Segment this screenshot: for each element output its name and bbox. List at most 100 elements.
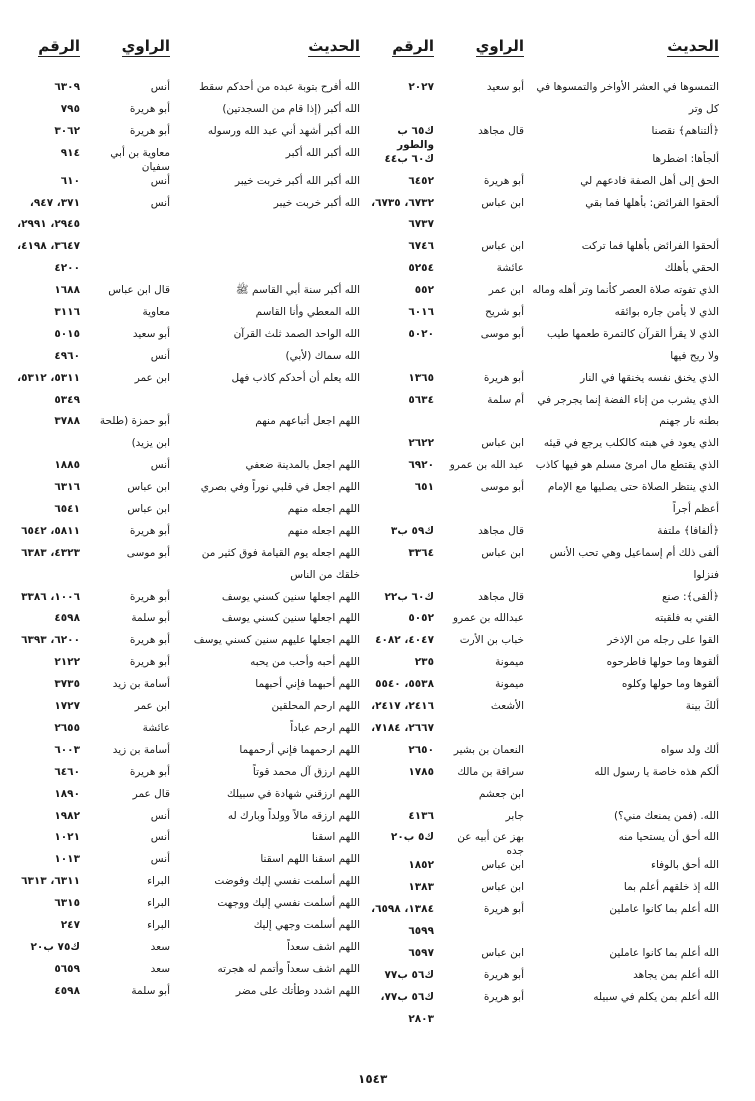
hadith-text: الذي يشرب من إناء الفضة إنما يجرجر في [537,393,719,406]
hadith-number: ٢٦٥٠ [408,743,434,756]
narrator: أنس [150,349,170,362]
table-row: القوا على رجله من الإذخر خباب بن الأرت ٤٠٤… [364,633,719,655]
hadith-number: ١٧٨٥ [408,765,434,778]
narrator: معاوية [142,306,170,319]
hadith-text: ألقوها وما حولها فاطرحوه [606,656,719,669]
table-row: الذي ينتظر الصلاة حتى يصليها مع الإمام أب… [364,480,719,502]
narrator: ابن عمر [134,700,170,713]
hadith-number: ك٥ ب٢٠ [390,831,434,844]
hadith-text: القني به فلقيته [654,612,719,625]
hadith-number: ٤٩٦٠ [54,349,80,362]
hadith-number: ٢٣٥ [414,656,434,669]
hadith-number: ك٦٥ ب والطور [397,124,434,151]
table-row: اللهم اسقنا أنس ١٠٢١ [10,830,360,852]
narrator: أبو هريرة [483,968,524,981]
narrator: ابن عباس [481,240,524,253]
table-row: اللهم أحبه وأحب من يحبه أبو هريرة ٢١٢٢ [10,655,360,677]
table-row: ابن جعشم [364,787,719,809]
hadith-text: الذي لا يأمن جاره بوائقه [614,306,719,319]
table-row: ﴿ألفافا﴾ ملتفة قال مجاهد ك٥٩ ب٣ [364,524,719,546]
header-hadith-right: الحديث [667,37,719,57]
narrator: أنس [150,174,170,187]
hadith-text: الله إذ خلقهم أعلم بما [623,881,719,894]
hadith-number: ٦٥٩٧ [408,946,434,959]
narrator: عائشة [496,262,524,275]
hadith-text: اللهم اجعله منهم [287,503,360,516]
hadith-text: الله أكبر (إذا قام من السجدتين) [222,102,360,115]
hadith-text: الله سماك (لأبي) [285,349,360,362]
hadith-text: الله أفرح بتوبة عبده من أحدكم سقط [199,81,360,93]
hadith-text: الله أكبر الله أكبر [285,146,360,159]
table-row: الله إذ خلقهم أعلم بما ابن عباس ١٣٨٣ [364,880,719,902]
table-row: الله أكبر (إذا قام من السجدتين) أبو هريرة… [10,102,360,124]
hadith-number: ٢٦٢٢ [408,437,434,450]
hadith-text: الله يعلم أن أحدكم كاذب فهل [231,371,360,384]
table-row: الله أعلم بما كانوا عاملين ابن عباس ٦٥٩٧ [364,946,719,968]
table-row: خلقك من الناس [10,568,360,590]
hadith-text: الله أعلم بما كانوا عاملين [609,946,719,959]
table-row: الله أفرح بتوبة عبده من أحدكم سقط أنس ٦٣٠٩ [10,80,360,102]
table-row: ٣٦٤٧، ٤١٩٨، [10,239,360,261]
hadith-text: فنزلوا [693,568,719,581]
table-row: اللهم أسلمت نفسي إليك ووجهت البراء ٦٣١٥ [10,896,360,918]
hadith-number: ٢٠٢٧ [408,81,434,93]
header-number-right: الرقم [392,37,434,57]
table-row: الله الواحد الصمد ثلث القرآن أبو سعيد ٥٠١٥ [10,327,360,349]
hadith-number: ٢١٢٢ [54,656,80,669]
hadith-number: ٦٤٥٢ [408,174,434,187]
narrator: عبد الله بن عمرو [449,459,524,472]
table-row: ﴿ألقى﴾: صنع قال مجاهد ك٦٠ ب٢٢ [364,590,720,612]
table-row: الله أكبر أشهد أني عبد الله ورسوله أبو هر… [10,124,360,146]
hadith-number: ٦٧٣٧ [408,218,434,231]
hadith-text: اللهم اجعله منهم [287,524,360,537]
narrator: أبو هريرة [129,102,170,115]
narrator: ابن جعشم [478,787,524,800]
table-row: اللهم اجعل بالمدينة ضعفي أنس ١٨٨٥ [10,458,360,480]
hadith-number: ٥٣٤٩ [54,393,80,406]
table-row: اللهم اجعل في قلبي نوراً وفي بصري ابن عبا… [10,480,360,502]
hadith-text: الذي ينتظر الصلاة حتى يصليها مع الإمام [547,481,719,494]
table-row: ألقوها وما حولها وكلوه ميمونة ٥٥٣٨، ٥٥٤٠ [364,677,719,699]
table-row: الذي لا يأمن جاره بوائقه أبو شريح ٦٠١٦ [364,305,719,327]
hadith-text: اللهم اجعل بالمدينة ضعفي [245,459,360,472]
table-row: ٢٦٦٧، ٧١٨٤، [364,721,719,743]
table-row: ﴿ألتناهم﴾ نقصنا قال مجاهد ك٦٥ ب والطور [364,124,719,152]
narrator: ابن عباس [481,196,524,209]
table-row: ألجأها: اضطرها ك٦٠ ب٤٤ [364,152,720,174]
narrator: أبو موسى [480,327,524,340]
narrator: أبو هريرة [483,174,524,187]
narrator: أبو هريرة [129,765,170,778]
narrator: أسامة بن زيد [112,743,170,756]
hadith-text: اللهم اشف سعداً [287,940,360,953]
header-number-left: الرقم [38,37,80,57]
table-row: الله أحق بالوفاء ابن عباس ١٨٥٢ [364,858,719,880]
hadith-text: الله الواحد الصمد ثلث القرآن [233,327,360,340]
table-row: اللهم ارزقه مالاً وولداً وبارك له أنس ١٩٨٢ [10,809,360,831]
hadith-number: ٥٠٥٢ [408,612,434,625]
table-row: ٦٥٩٩ [364,924,719,946]
table-row: القني به فلقيته عبدالله بن عمرو ٥٠٥٢ [364,611,719,633]
narrator: ابن عمر [134,371,170,384]
hadith-number: ١٦٨٨ [54,284,80,297]
hadith-number: ٦٠١٦ [408,306,434,319]
hadith-text: بطنه نار جهنم [659,415,719,428]
table-row: ٢٨٠٣ [364,1012,719,1034]
narrator: أبو سعيد [486,81,524,93]
table-row: الذي تفوته صلاة العصر كأنما وتر أهله وما… [364,283,719,305]
table-row: الله أحق أن يستحيا منه بهز عن أبيه عن جده… [364,830,719,858]
hadith-text: الله أحق بالوفاء [651,859,719,872]
hadith-number: ١٠١٣ [54,853,80,866]
hadith-text: الله أكبر سنة أبي القاسم ﷺ [235,284,360,297]
narrator: البراء [147,875,170,888]
table-row: اللهم أسلمت وجهي إليك البراء ٢٤٧ [10,918,360,940]
table-row: الله أعلم بمن يجاهد أبو هريرة ك٥٦ ب٧٧ [364,968,720,990]
header-row: الحديث الراوي الرقم [364,36,719,80]
narrator: ابن عباس [127,481,170,494]
narrator: أبو هريرة [129,656,170,669]
narrator: البراء [147,918,170,931]
hadith-number: ٥٦٥٩ [54,962,80,975]
narrator: أبو موسى [480,481,524,494]
table-row: الذي يعود في هبته كالكلب يرجع في قيئه ابن… [364,436,719,458]
header-rawi-right: الراوي [475,37,524,57]
table-row: اللهم اجعله منهم ابن عباس ٦٥٤١ [10,502,360,524]
